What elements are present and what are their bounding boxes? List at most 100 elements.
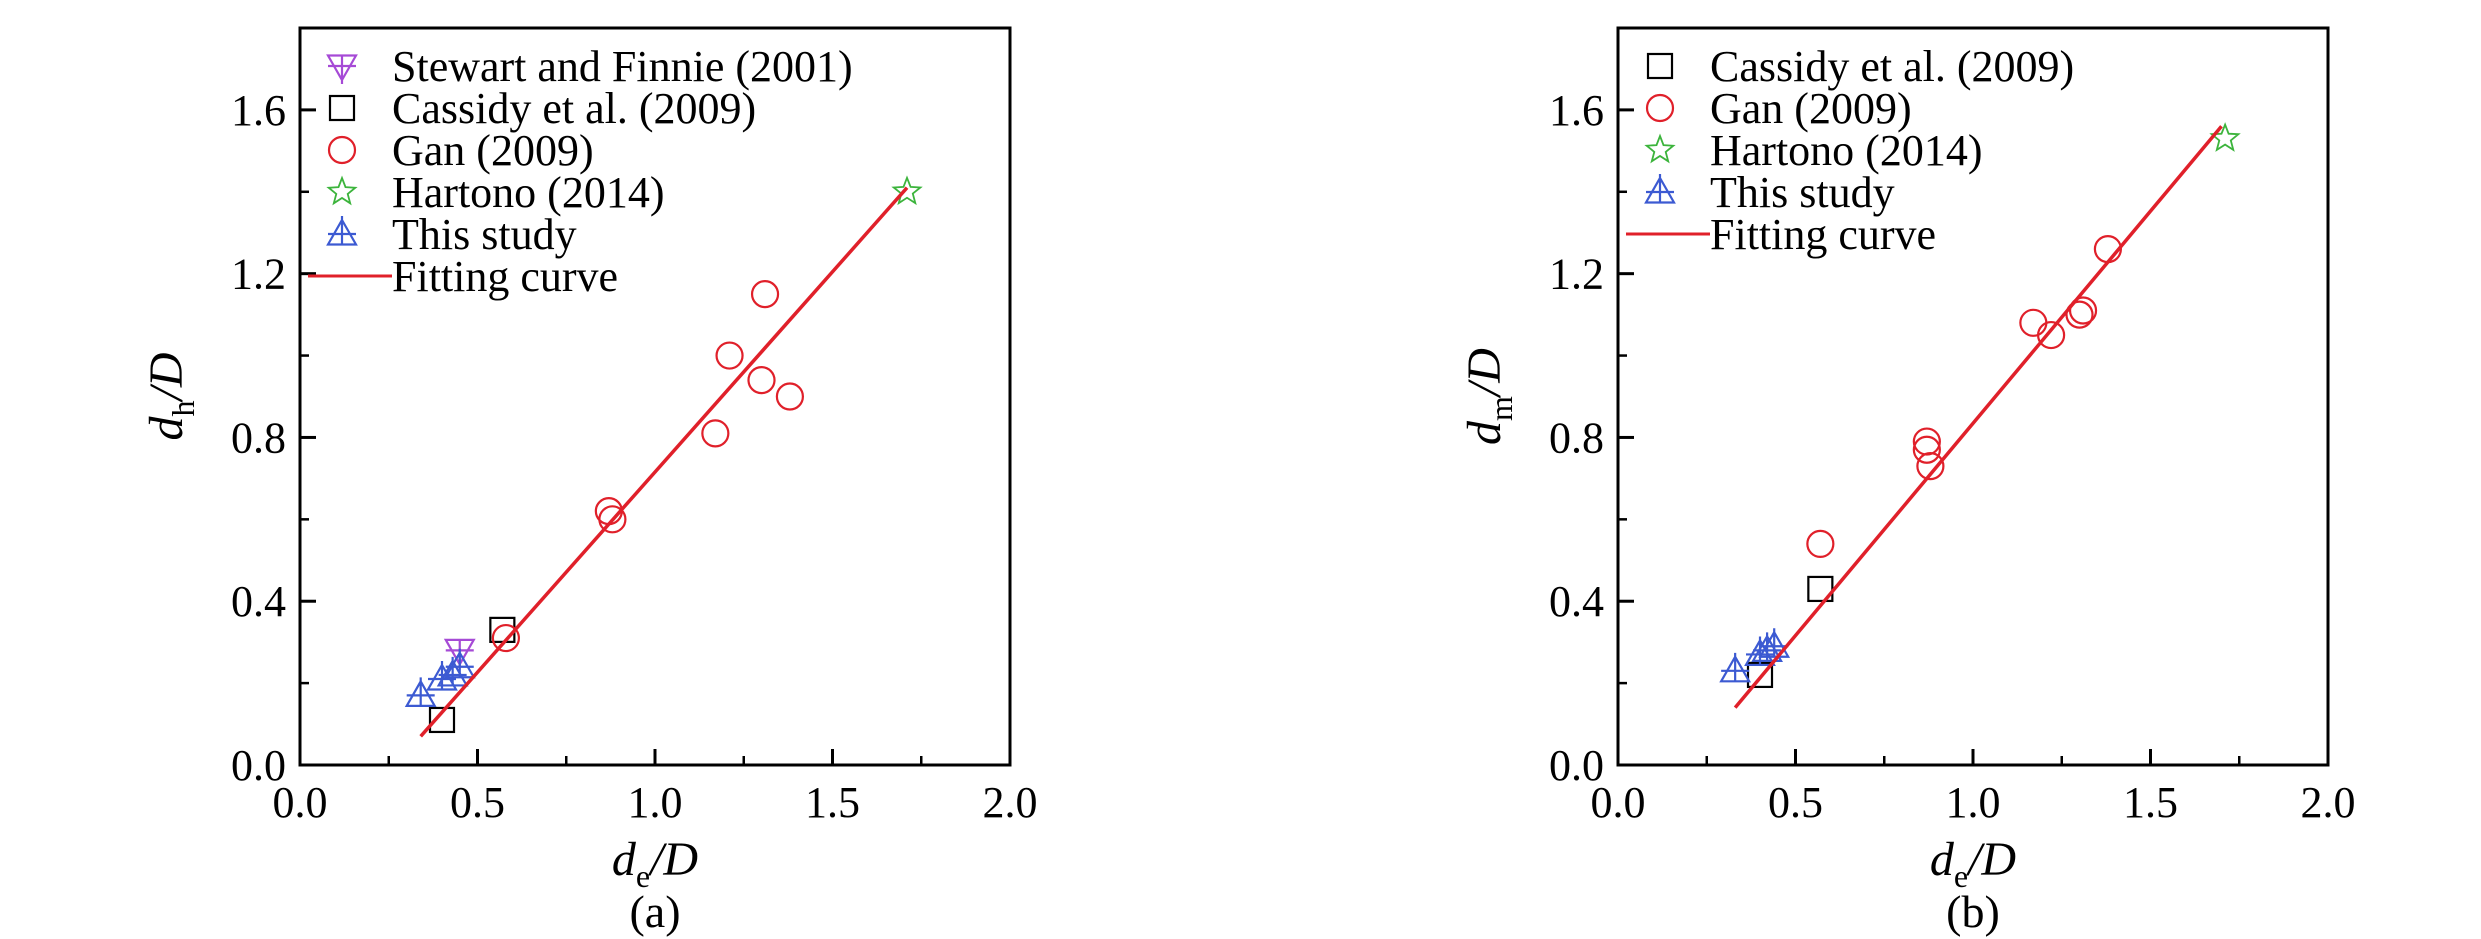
legend-marker bbox=[326, 54, 358, 84]
legend-marker-shape bbox=[326, 54, 358, 84]
legend: Stewart and Finnie (2001)Cassidy et al. … bbox=[308, 42, 853, 301]
x-tick-label: 0.0 bbox=[273, 778, 328, 827]
x-tick-label: 0.5 bbox=[1768, 778, 1823, 827]
data-point-shape bbox=[404, 677, 437, 707]
panel-b: 0.0 0.5 1.0 1.5 2.00.00.40.81.21.6de/Ddm/D(b… bbox=[1458, 26, 2356, 937]
series-5 bbox=[404, 648, 476, 707]
legend-marker bbox=[1644, 133, 1676, 164]
data-point-shape bbox=[443, 648, 476, 679]
legend-marker-shape bbox=[1644, 174, 1676, 204]
data-point bbox=[1719, 652, 1752, 683]
legend-label: Fitting curve bbox=[1710, 210, 1936, 259]
data-point bbox=[2065, 300, 2094, 329]
legend-marker bbox=[328, 94, 356, 122]
legend-marker bbox=[1645, 93, 1675, 123]
y-tick-label: 0.8 bbox=[231, 413, 286, 462]
data-point bbox=[428, 706, 456, 734]
y-tick-label: 1.6 bbox=[1549, 86, 1604, 135]
y-axis-label: dh/D bbox=[140, 353, 201, 441]
y-tick-label: 0.0 bbox=[1549, 741, 1604, 790]
data-point bbox=[750, 280, 780, 309]
data-point bbox=[598, 505, 627, 534]
x-axis-label-tail: /D bbox=[1965, 833, 2016, 886]
series-3 bbox=[491, 280, 805, 653]
data-point-shape bbox=[1758, 628, 1791, 658]
x-tick-label: 1.0 bbox=[1946, 778, 2001, 827]
series-4 bbox=[891, 175, 923, 206]
panel-label: (b) bbox=[1946, 886, 2000, 937]
data-point bbox=[1912, 435, 1941, 464]
legend-label: Gan (2009) bbox=[1710, 84, 1912, 133]
legend-label: Cassidy et al. (2009) bbox=[392, 84, 756, 133]
x-axis-label-main: d bbox=[612, 833, 637, 886]
x-tick-label: 1.5 bbox=[2123, 778, 2178, 827]
data-point bbox=[715, 341, 744, 370]
data-point bbox=[2068, 296, 2098, 325]
y-tick-label: 1.6 bbox=[231, 86, 286, 135]
panel-a: 0.0 0.5 1.0 1.5 2.00.00.40.81.21.6de/Ddh/D(a… bbox=[140, 26, 1038, 937]
data-point bbox=[404, 677, 437, 707]
legend-label: Stewart and Finnie (2001) bbox=[392, 42, 853, 91]
data-point bbox=[443, 648, 476, 679]
legend-marker bbox=[1646, 52, 1674, 80]
x-tick-label: 2.0 bbox=[983, 778, 1038, 827]
legend-label: Fitting curve bbox=[392, 252, 618, 301]
x-axis-label-main: d bbox=[1930, 833, 1955, 886]
legend-marker bbox=[327, 135, 357, 165]
data-point bbox=[1806, 529, 1835, 559]
x-tick-label: 0.0 bbox=[1591, 778, 1646, 827]
x-axis-label-tail: /D bbox=[647, 833, 698, 886]
legend-label: Cassidy et al. (2009) bbox=[1710, 42, 2074, 91]
x-tick-label: 0.5 bbox=[450, 778, 505, 827]
legend-label: This study bbox=[1710, 168, 1895, 217]
data-point bbox=[2019, 308, 2048, 337]
data-point bbox=[1916, 452, 1945, 481]
series-3 bbox=[2209, 122, 2241, 152]
series-4 bbox=[1719, 628, 1791, 683]
y-tick-label: 0.4 bbox=[1549, 577, 1604, 626]
legend-label: Gan (2009) bbox=[392, 126, 594, 175]
y-axis-label-tail: /D bbox=[1458, 348, 1511, 399]
data-point bbox=[701, 419, 730, 448]
series-6 bbox=[419, 186, 909, 738]
data-point bbox=[2209, 122, 2241, 152]
y-tick-label: 1.2 bbox=[231, 250, 286, 299]
legend-marker bbox=[1644, 174, 1676, 204]
series-2 bbox=[1806, 235, 2122, 559]
legend-label: Hartono (2014) bbox=[392, 168, 665, 217]
x-tick-label: 1.5 bbox=[805, 778, 860, 827]
x-tick-label: 1.0 bbox=[628, 778, 683, 827]
legend: Cassidy et al. (2009)Gan (2009)Hartono (… bbox=[1626, 42, 2074, 259]
data-point-shape bbox=[1719, 652, 1752, 683]
series-5 bbox=[1733, 125, 2223, 709]
legend-marker bbox=[326, 175, 358, 206]
data-point bbox=[747, 366, 776, 395]
legend-label: Hartono (2014) bbox=[1710, 126, 1983, 175]
x-axis-label-sub: e bbox=[636, 858, 650, 894]
legend-marker bbox=[326, 216, 358, 246]
y-tick-label: 0.0 bbox=[231, 741, 286, 790]
x-axis-label-sub: e bbox=[1954, 858, 1968, 894]
y-axis-label-sub: m bbox=[1483, 396, 1519, 421]
data-point bbox=[775, 382, 805, 411]
y-axis-label: dm/D bbox=[1458, 348, 1519, 445]
y-tick-label: 0.4 bbox=[231, 577, 286, 626]
x-tick-label: 2.0 bbox=[2301, 778, 2356, 827]
y-axis-label-sub: h bbox=[165, 401, 201, 417]
data-point bbox=[891, 175, 923, 206]
y-axis-label-main: d bbox=[140, 416, 193, 441]
data-point bbox=[1758, 628, 1791, 658]
x-axis-label: de/D bbox=[1930, 833, 2016, 894]
panel-label: (a) bbox=[629, 886, 680, 937]
data-point bbox=[2037, 320, 2066, 350]
y-axis-label-main: d bbox=[1458, 420, 1511, 445]
y-tick-label: 1.2 bbox=[1549, 250, 1604, 299]
x-axis-label: de/D bbox=[612, 833, 698, 894]
series-1 bbox=[1746, 575, 1834, 689]
fitting-curve-line bbox=[1733, 125, 2223, 709]
y-tick-label: 0.8 bbox=[1549, 413, 1604, 462]
legend-label: This study bbox=[392, 210, 577, 259]
y-axis-label-tail: /D bbox=[140, 353, 193, 404]
legend-marker-shape bbox=[326, 216, 358, 246]
